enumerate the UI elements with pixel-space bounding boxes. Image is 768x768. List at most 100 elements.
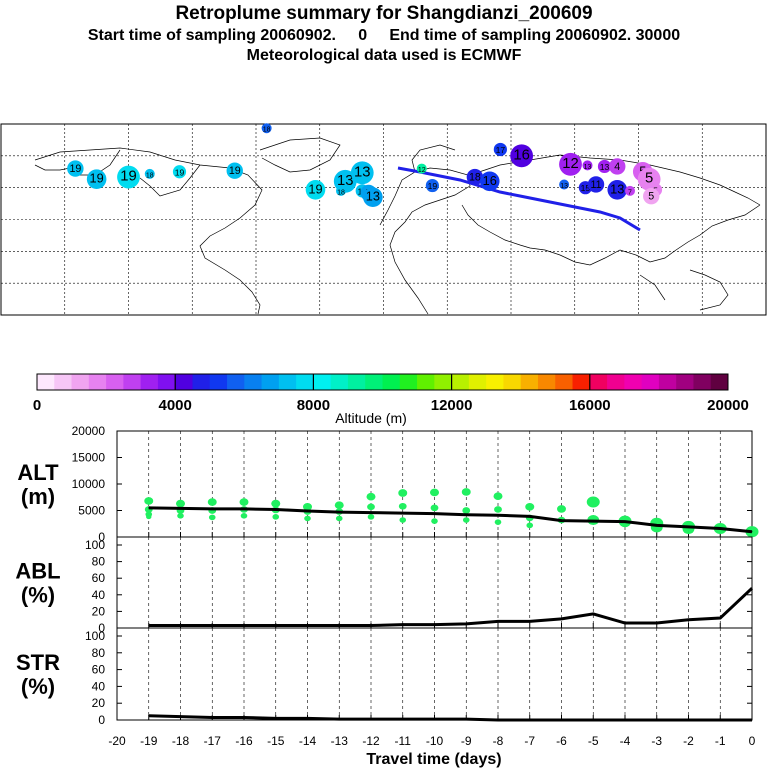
series-point bbox=[656, 719, 658, 721]
colorbar-swatch bbox=[589, 374, 608, 390]
alt-spread-point bbox=[461, 488, 471, 496]
map-marker-dot bbox=[67, 160, 84, 177]
map-marker-dot bbox=[305, 179, 326, 200]
colorbar-tick-label: 12000 bbox=[431, 397, 473, 414]
map-marker-label: 4 bbox=[614, 161, 620, 173]
alt-spread-point bbox=[494, 519, 502, 525]
colorbar-swatch bbox=[417, 374, 435, 390]
alt-spread-point bbox=[176, 499, 185, 508]
map-marker-label: 16 bbox=[483, 173, 497, 188]
series-point bbox=[624, 622, 626, 624]
series-point bbox=[243, 508, 245, 510]
x-tick-label: -2 bbox=[683, 734, 694, 748]
series-point bbox=[307, 625, 308, 627]
series-point bbox=[529, 719, 531, 721]
y-tick-label: 20 bbox=[92, 604, 106, 618]
alt-spread-point bbox=[398, 489, 408, 497]
x-tick-label: -3 bbox=[651, 734, 662, 748]
panel-ylabel: ABL bbox=[15, 559, 60, 584]
map-marker-label: 19 bbox=[175, 167, 185, 177]
colorbar-tick-label: 4000 bbox=[159, 397, 192, 414]
map-marker-label: 19 bbox=[308, 181, 322, 196]
colorbar-swatch bbox=[572, 374, 591, 390]
map-marker-dot bbox=[559, 179, 570, 190]
map-marker-dot bbox=[416, 163, 427, 174]
colorbar-swatch bbox=[555, 374, 574, 390]
series-point bbox=[338, 718, 340, 720]
colorbar-swatch bbox=[157, 374, 176, 390]
panel-abl: 100 80 60 40 20 0 ABL(%) bbox=[15, 536, 754, 635]
y-tick-label: 40 bbox=[92, 588, 106, 602]
map-marker-label: 13 bbox=[600, 162, 610, 172]
map-marker-label: 11 bbox=[590, 179, 601, 191]
panel-ylabel: ALT bbox=[17, 460, 59, 485]
map-marker-label: 13 bbox=[610, 181, 624, 196]
series-point bbox=[434, 513, 435, 515]
series-point bbox=[751, 719, 753, 721]
alt-spread-point bbox=[366, 492, 376, 501]
map-grid bbox=[1, 124, 766, 315]
y-tick-label: 100 bbox=[85, 538, 105, 552]
map-marker: 11 bbox=[587, 176, 605, 193]
series-point bbox=[402, 512, 404, 514]
map-marker-dot bbox=[144, 168, 155, 179]
map-marker-dot bbox=[510, 144, 534, 168]
colorbar-swatch bbox=[365, 374, 383, 390]
map-marker: 19 bbox=[172, 165, 187, 179]
panel-str: 100 80 60 40 20 0 STR(%) bbox=[16, 627, 753, 727]
colorbar-swatches bbox=[37, 374, 729, 390]
colorbar-swatch bbox=[244, 374, 263, 390]
alt-spread-point bbox=[493, 492, 503, 501]
colorbar-frame bbox=[36, 373, 729, 391]
x-tick-label: -13 bbox=[331, 734, 349, 748]
y-tick-label: 80 bbox=[92, 646, 106, 660]
series-point bbox=[180, 716, 181, 718]
map-marker: 13 bbox=[597, 159, 612, 174]
map-marker: 19 bbox=[117, 165, 140, 189]
map-marker-dot bbox=[226, 162, 243, 179]
series-point bbox=[592, 719, 594, 721]
map-marker-dot bbox=[350, 161, 374, 185]
series-point bbox=[624, 719, 626, 721]
y-tick-label: 60 bbox=[92, 571, 106, 585]
series-point bbox=[370, 718, 372, 720]
x-tick-label: -10 bbox=[426, 734, 444, 748]
plume-path bbox=[397, 166, 641, 232]
y-tick-label: 20000 bbox=[72, 424, 106, 438]
colorbar-swatch bbox=[468, 374, 487, 390]
y-tick-label: 0 bbox=[98, 530, 105, 544]
alt-spread-point bbox=[430, 504, 439, 512]
x-tick-label: -6 bbox=[556, 734, 567, 748]
y-tick-label: 0 bbox=[98, 713, 105, 727]
map-marker: 12 bbox=[559, 152, 582, 176]
colorbar-swatch bbox=[313, 374, 332, 390]
colorbar-swatch bbox=[486, 374, 504, 390]
colorbar-swatch bbox=[88, 374, 107, 390]
series-point bbox=[402, 624, 404, 626]
series-line bbox=[148, 587, 754, 628]
series-point bbox=[561, 618, 562, 620]
map-marker-dot bbox=[607, 179, 628, 200]
series-point bbox=[465, 514, 467, 516]
panel-ylabel: (m) bbox=[21, 484, 55, 509]
series-point bbox=[307, 510, 308, 512]
series-point bbox=[275, 717, 277, 719]
colorbar-swatch bbox=[451, 374, 470, 390]
series-point bbox=[307, 717, 308, 719]
alt-spread-point bbox=[239, 498, 249, 506]
alt-spread-point bbox=[398, 502, 407, 510]
colorbar-swatch bbox=[607, 374, 625, 390]
map-marker-label: 13 bbox=[584, 164, 592, 171]
alt-spread-point bbox=[494, 506, 502, 513]
colorbar-swatch bbox=[227, 374, 245, 390]
map-marker: 16 bbox=[479, 171, 500, 192]
map-marker-dot bbox=[86, 169, 107, 189]
altitude-colorbar: 0 4000 8000 12000 16000 20000 Altitude (m) bbox=[33, 373, 749, 426]
x-tick-label: -8 bbox=[493, 734, 504, 748]
colorbar-label: Altitude (m) bbox=[335, 410, 407, 426]
map-marker-label: 7 bbox=[628, 189, 632, 196]
x-tick-label: -5 bbox=[588, 734, 599, 748]
colorbar-swatch bbox=[537, 374, 556, 390]
map-marker-label: 13 bbox=[366, 189, 380, 204]
alt-spread-point bbox=[335, 515, 343, 522]
